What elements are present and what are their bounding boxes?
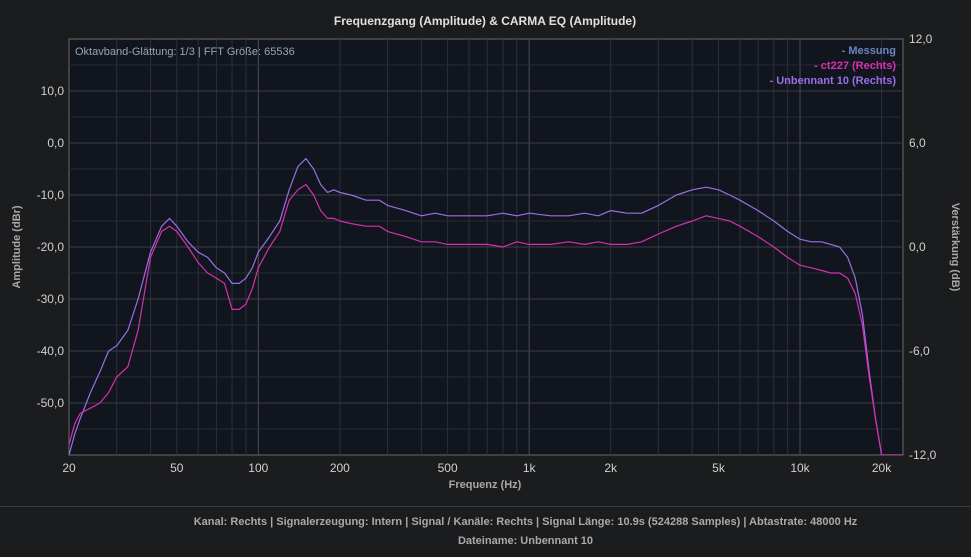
y2-tick-label: -12,0: [909, 448, 937, 462]
x-tick-label: 20k: [872, 461, 892, 475]
file-name: Dateiname: Unbennant 10: [457, 535, 594, 547]
chart-area: Frequenzgang (Amplitude) & CARMA EQ (Amp…: [11, 14, 961, 491]
x-tick-label: 1k: [523, 461, 537, 475]
x-axis-ticks: 20 50 100 200 500 1k 2k 5k 10k 20k: [62, 461, 892, 475]
y-axis-label: Amplitude (dBr): [11, 205, 23, 288]
y-tick-label: -40,0: [37, 344, 65, 358]
series-line-1: [69, 158, 903, 455]
smoothing-note: Oktavband-Glättung: 1/3 | FFT Größe: 655…: [75, 46, 295, 58]
y2-tick-label: 0,0: [909, 240, 926, 254]
y2-axis-label: Verstärkung (dB): [949, 203, 961, 292]
y2-tick-label: 6,0: [909, 136, 926, 150]
legend-entry: - ct227 (Rechts): [814, 60, 896, 72]
y-axis-ticks: 10,0 0,0 -10,0 -20,0 -30,0 -40,0 -50,0: [37, 84, 65, 410]
y2-tick-label: 12,0: [909, 32, 933, 46]
x-axis-label: Frequenz (Hz): [449, 479, 522, 491]
frequency-response-chart: Frequenzgang (Amplitude) & CARMA EQ (Amp…: [11, 14, 961, 491]
x-tick-label: 10k: [790, 461, 810, 475]
y-tick-label: -10,0: [37, 188, 65, 202]
chart-title: Frequenzgang (Amplitude) & CARMA EQ (Amp…: [334, 14, 636, 28]
grid: [69, 39, 903, 455]
series-layer: [69, 158, 903, 455]
series-line-2: [69, 184, 903, 455]
legend: - Messung - ct227 (Rechts) - Unbennant 10 …: [769, 45, 896, 87]
x-tick-label: 5k: [712, 461, 726, 475]
y-tick-label: 10,0: [41, 84, 65, 98]
x-tick-label: 200: [330, 461, 350, 475]
status-footer: Kanal: Rechts | Signalerzeugung: Intern …: [0, 506, 971, 557]
y2-tick-label: -6,0: [909, 344, 930, 358]
y-tick-label: -50,0: [37, 396, 65, 410]
legend-entry: - Messung: [842, 45, 896, 57]
legend-entry: - Unbennant 10 (Rechts): [769, 75, 896, 87]
x-tick-label: 50: [170, 461, 184, 475]
y-tick-label: 0,0: [47, 136, 64, 150]
x-tick-label: 2k: [604, 461, 618, 475]
x-tick-label: 20: [62, 461, 76, 475]
x-tick-label: 100: [248, 461, 268, 475]
x-tick-label: 500: [438, 461, 458, 475]
signal-info: Kanal: Rechts | Signalerzeugung: Intern …: [193, 516, 858, 528]
y2-axis-ticks: 12,0 6,0 0,0 -6,0 -12,0: [909, 32, 937, 462]
y-tick-label: -20,0: [37, 240, 65, 254]
y-tick-label: -30,0: [37, 292, 65, 306]
